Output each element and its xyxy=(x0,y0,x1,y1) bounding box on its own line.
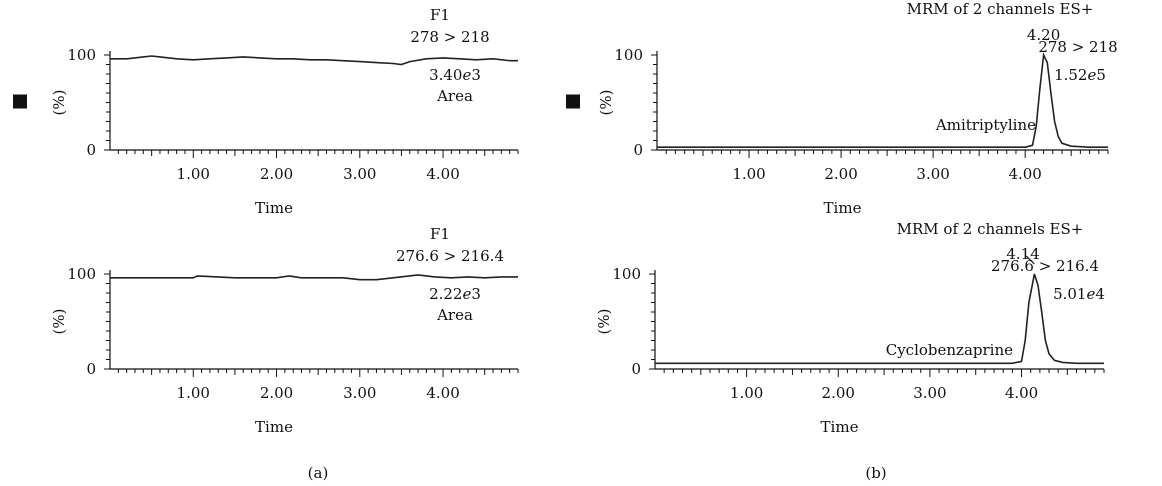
intensity-label: 5.01e4 xyxy=(1053,285,1105,303)
y-tick-label: 100 xyxy=(614,46,643,64)
series-line xyxy=(657,52,1108,148)
chart-3: 1.00 2.00 3.00 4.00 0 100 Time (%) F1 276.6 > 216… xyxy=(50,225,519,436)
compound-label: Amitriptyline xyxy=(935,116,1036,134)
x-tick-label: 2.00 xyxy=(824,165,857,183)
x-tick-label: 1.00 xyxy=(177,384,210,402)
x-tick-label: 3.00 xyxy=(343,165,376,183)
y-tick-label: 100 xyxy=(67,265,96,283)
transition-label: 276.6 > 216.4 xyxy=(396,247,504,265)
x-tick-label: 2.00 xyxy=(260,165,293,183)
x-tick-label: 4.00 xyxy=(426,384,459,402)
y-axis-title: (%) xyxy=(597,90,615,116)
x-axis-title: Time xyxy=(821,418,859,436)
intensity-label: 3.40e3 xyxy=(429,66,481,84)
chart-4: 1.00 2.00 3.00 4.00 0 100 Time (%) MRM of 2 chan… xyxy=(595,220,1105,436)
chart-title: MRM of 2 channels ES+ xyxy=(897,220,1084,238)
y-tick-label: 0 xyxy=(86,141,96,159)
chart-title: F1 xyxy=(430,225,450,243)
x-tick-label: 2.00 xyxy=(822,384,855,402)
intensity-label: 1.52e5 xyxy=(1054,66,1106,84)
y-axis-title: (%) xyxy=(595,309,613,335)
transition-label: 278 > 218 xyxy=(410,28,489,46)
x-tick-label: 2.00 xyxy=(260,384,293,402)
x-tick-label: 4.00 xyxy=(1005,384,1038,402)
marker-square xyxy=(13,94,27,109)
x-tick-label: 3.00 xyxy=(913,384,946,402)
compound-label: Cyclobenzaprine xyxy=(886,341,1013,359)
y-tick-label: 100 xyxy=(612,265,641,283)
chart-title: F1 xyxy=(430,6,450,24)
peak-label: 4.14 xyxy=(1006,245,1039,263)
x-axis-title: Time xyxy=(824,199,862,217)
x-tick-label: 4.00 xyxy=(1008,165,1041,183)
series-line xyxy=(655,273,1104,365)
series-line xyxy=(110,55,518,66)
x-tick-label: 1.00 xyxy=(730,384,763,402)
panel-label-a: (a) xyxy=(308,464,329,482)
y-tick-label: 0 xyxy=(633,141,643,159)
intensity-label: 2.22e3 xyxy=(429,285,481,303)
metric-label: Area xyxy=(436,87,473,105)
x-tick-label: 4.00 xyxy=(426,165,459,183)
peak-pointer xyxy=(1025,255,1035,265)
x-tick-label: 3.00 xyxy=(343,384,376,402)
x-tick-label: 3.00 xyxy=(916,165,949,183)
x-axis-title: Time xyxy=(255,418,293,436)
transition-label: 276.6 > 216.4 xyxy=(991,257,1099,275)
transition-label: 278 > 218 xyxy=(1038,38,1117,56)
panel-label-b: (b) xyxy=(865,464,886,482)
y-axis-title: (%) xyxy=(50,90,68,116)
marker-square xyxy=(566,94,580,109)
y-tick-label: 0 xyxy=(631,360,641,378)
metric-label: Area xyxy=(436,306,473,324)
chart-2: 1.00 2.00 3.00 4.00 0 100 Time (%) MRM of 2 chan… xyxy=(566,0,1118,217)
chart-title: MRM of 2 channels ES+ xyxy=(907,0,1094,18)
y-tick-label: 0 xyxy=(86,360,96,378)
chart-1: 1.00 2.00 3.00 4.00 0 100 Time (%) F1 278 > 218 3.… xyxy=(13,6,519,217)
x-tick-label: 1.00 xyxy=(177,165,210,183)
x-tick-label: 1.00 xyxy=(732,165,765,183)
y-tick-label: 100 xyxy=(67,46,96,64)
y-axis-title: (%) xyxy=(50,309,68,335)
peak-label: 4.20 xyxy=(1027,26,1060,44)
series-line xyxy=(110,274,518,281)
x-axis-title: Time xyxy=(255,199,293,217)
